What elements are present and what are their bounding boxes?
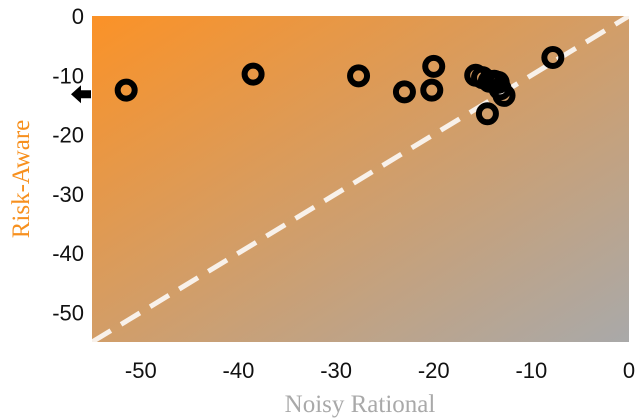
points-layer (114, 45, 565, 126)
data-point (475, 102, 499, 126)
reference-line (92, 16, 629, 342)
reference-line-layer (92, 16, 629, 342)
y-tick-label: 0 (72, 4, 84, 29)
x-tick-labels: -50 -40 -30 -20 -10 0 (125, 358, 635, 383)
x-tick-label: -40 (223, 358, 255, 383)
data-point (492, 83, 516, 107)
x-tick-label: -10 (515, 358, 547, 383)
y-tick-label: -10 (52, 63, 84, 88)
y-tick-label: -50 (52, 300, 84, 325)
data-point (422, 54, 446, 78)
offscale-marker-layer (71, 85, 91, 104)
data-point (420, 78, 444, 102)
x-axis-title: Noisy Rational (285, 391, 436, 418)
data-point (541, 45, 565, 69)
x-tick-label: -50 (125, 358, 157, 383)
y-tick-labels: 0 -10 -20 -30 -40 -50 (52, 4, 84, 325)
data-point (392, 80, 416, 104)
y-tick-label: -30 (52, 182, 84, 207)
y-tick-label: -20 (52, 123, 84, 148)
offscale-arrow-icon (71, 85, 91, 104)
data-point (114, 78, 138, 102)
y-axis-title: Risk-Aware (8, 120, 35, 239)
y-tick-label: -40 (52, 241, 84, 266)
x-tick-label: -30 (320, 358, 352, 383)
data-point (241, 62, 265, 86)
data-point (347, 64, 371, 88)
x-tick-label: -20 (418, 358, 450, 383)
x-tick-label: 0 (623, 358, 635, 383)
